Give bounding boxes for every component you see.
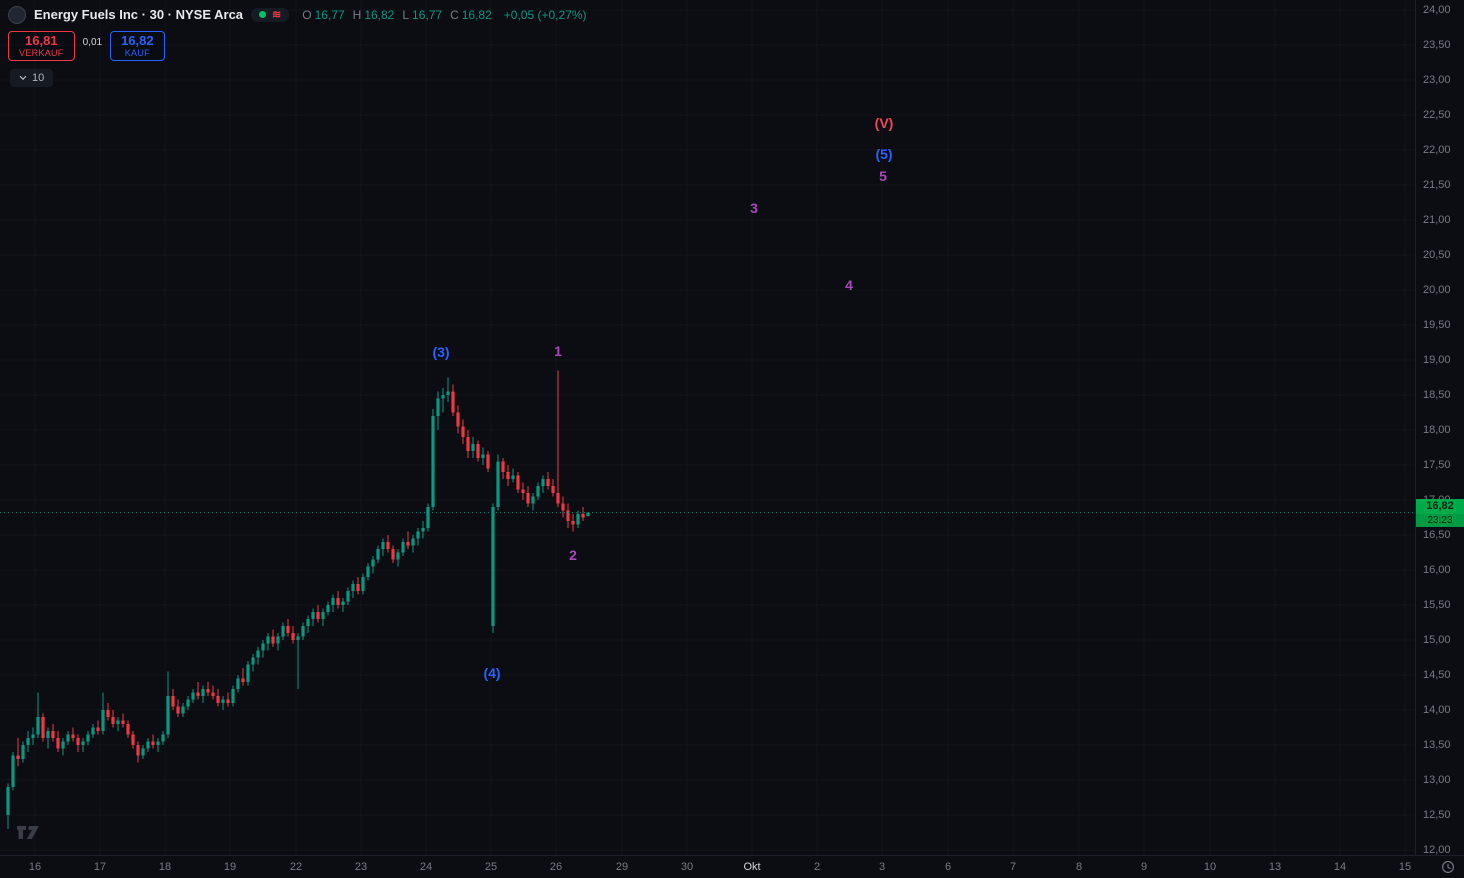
time-axis-label: 18: [158, 861, 172, 873]
price-axis-label: 21,50: [1423, 179, 1451, 191]
time-axis[interactable]: 16 17 18 19 22 23 24 25 26 29 30 Okt 2 3 6 7 8 9 10 13 14 15: [0, 855, 1464, 878]
time-axis-label: 17: [93, 861, 107, 873]
price-axis-label: 15,00: [1423, 634, 1451, 646]
price-axis-label: 18,50: [1423, 389, 1451, 401]
sell-price: 16,81: [25, 33, 58, 48]
time-axis-label: 22: [289, 861, 303, 873]
price-axis-label: 12,00: [1423, 844, 1451, 856]
price-axis-label: 13,50: [1423, 739, 1451, 751]
time-axis-label: Okt: [743, 861, 761, 873]
price-axis[interactable]: 16,82 23:23 24,00 23,50 23,00 22,50 22,00 21,…: [1415, 0, 1464, 856]
high-value: 16,82: [364, 7, 395, 22]
time-axis-label: 26: [549, 861, 563, 873]
time-axis-label: 25: [484, 861, 498, 873]
price-axis-label: 12,50: [1423, 809, 1451, 821]
time-axis-label: 14: [1333, 861, 1347, 873]
open-value: 16,77: [314, 7, 345, 22]
time-axis-label: 10: [1203, 861, 1217, 873]
wave-label-5[interactable]: 5: [879, 168, 887, 184]
tradingview-logo[interactable]: [15, 822, 45, 845]
price-axis-label: 19,50: [1423, 319, 1451, 331]
price-change: +0,05 (+0,27%): [503, 7, 587, 22]
time-axis-label: 19: [223, 861, 237, 873]
wave-label-5[interactable]: (5): [875, 146, 893, 162]
time-axis-label: 9: [1140, 861, 1148, 873]
symbol-logo: [8, 5, 26, 24]
symbol-title[interactable]: Energy Fuels Inc · 30 · NYSE Arca: [34, 7, 244, 22]
wave-label-3[interactable]: 3: [750, 200, 758, 216]
buy-price: 16,82: [121, 33, 154, 48]
bar-countdown: 23:23: [1416, 513, 1464, 527]
time-axis-label: 16: [28, 861, 42, 873]
time-axis-label: 30: [680, 861, 694, 873]
price-axis-label: 22,50: [1423, 109, 1451, 121]
price-axis-label: 18,00: [1423, 424, 1451, 436]
time-axis-label: 7: [1009, 861, 1017, 873]
time-axis-label: 29: [615, 861, 629, 873]
price-axis-label: 21,00: [1423, 214, 1451, 226]
market-status-pill[interactable]: ≋: [251, 7, 290, 22]
close-value: 16,82: [461, 7, 492, 22]
price-axis-label: 14,50: [1423, 669, 1451, 681]
last-price-value: 16,82: [1416, 498, 1464, 514]
time-axis-label: 6: [944, 861, 952, 873]
price-axis-label: 16,50: [1423, 529, 1451, 541]
low-value: 16,77: [412, 7, 443, 22]
price-axis-label: 20,00: [1423, 284, 1451, 296]
price-axis-label: 23,00: [1423, 74, 1451, 86]
sell-label: VERKAUF: [19, 48, 64, 58]
price-axis-label: 17,50: [1423, 459, 1451, 471]
time-axis-label: 24: [419, 861, 433, 873]
price-axis-label: 24,00: [1423, 4, 1451, 16]
buy-label: KAUF: [124, 48, 150, 58]
time-axis-label: 3: [878, 861, 886, 873]
wave-label-4[interactable]: 4: [845, 277, 853, 293]
time-axis-label: 8: [1075, 861, 1083, 873]
price-axis-label: 13,00: [1423, 774, 1451, 786]
low-label: L: [402, 7, 410, 22]
wave-annotations-layer: (3) (4) (5) 1 2 3 4 5 (V): [432, 115, 894, 681]
data-stream-icon: ≋: [272, 8, 282, 21]
wave-label-3[interactable]: (3): [432, 344, 450, 360]
buy-button[interactable]: 16,82 KAUF: [110, 31, 165, 61]
wave-label-1[interactable]: 1: [554, 343, 562, 359]
price-axis-label: 14,00: [1423, 704, 1451, 716]
price-axis-label: 23,50: [1423, 39, 1451, 51]
price-axis-label: 19,00: [1423, 354, 1451, 366]
time-axis-label: 2: [813, 861, 821, 873]
clock-icon[interactable]: [1441, 860, 1455, 874]
ohlc-readout: O 16,77 H 16,82 L 16,77 C 16,82: [297, 8, 492, 22]
open-label: O: [302, 7, 312, 22]
close-label: C: [450, 7, 459, 22]
last-price-tag: 16,82 23:23: [1416, 498, 1464, 527]
spread-value: 0,01: [82, 36, 103, 48]
time-axis-label: 13: [1268, 861, 1282, 873]
price-axis-label: 16,00: [1423, 564, 1451, 576]
price-axis-label: 22,00: [1423, 144, 1451, 156]
sell-button[interactable]: 16,81 VERKAUF: [8, 31, 75, 61]
candlestick-chart[interactable]: [0, 0, 1415, 855]
wave-label-4[interactable]: (4): [483, 665, 501, 681]
price-axis-label: 20,50: [1423, 249, 1451, 261]
symbol-legend: Energy Fuels Inc · 30 · NYSE Arca ≋ O 16…: [8, 5, 587, 24]
time-axis-label: 15: [1398, 861, 1412, 873]
chevron-down-icon: [19, 75, 27, 81]
wave-label-2[interactable]: 2: [569, 547, 577, 563]
high-label: H: [352, 7, 362, 22]
wave-degree-selector[interactable]: 10: [10, 69, 54, 87]
wave-degree-value: 10: [32, 72, 45, 84]
order-panel: 16,81 VERKAUF 0,01 16,82 KAUF: [8, 31, 165, 61]
time-axis-label: 23: [354, 861, 368, 873]
price-axis-label: 15,50: [1423, 599, 1451, 611]
wave-label-v[interactable]: (V): [874, 115, 894, 131]
market-open-dot-icon: [259, 11, 267, 18]
